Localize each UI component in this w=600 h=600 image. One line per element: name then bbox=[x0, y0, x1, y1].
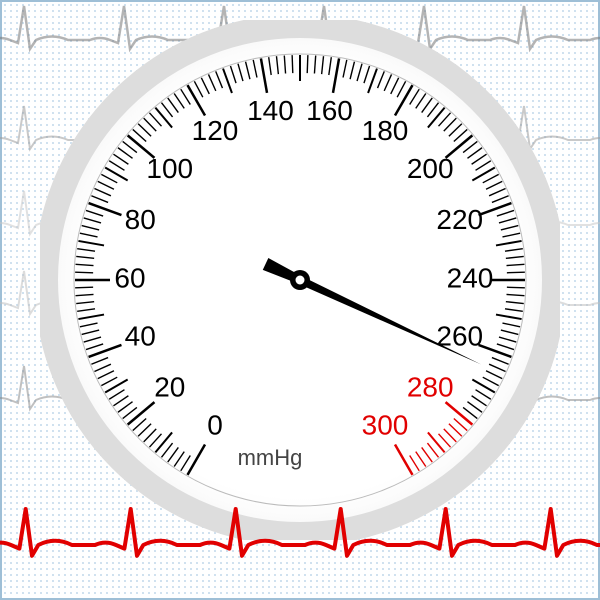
gauge-label: 40 bbox=[125, 321, 156, 352]
pressure-gauge: 0204060801001201401601802002202402602803… bbox=[40, 20, 560, 540]
gauge-label: 0 bbox=[207, 410, 223, 441]
gauge-label: 60 bbox=[114, 262, 145, 293]
gauge-unit: mmHg bbox=[238, 445, 303, 470]
ecg-main-line bbox=[0, 505, 600, 575]
gauge-label: 220 bbox=[436, 204, 483, 235]
gauge-label: 100 bbox=[146, 153, 193, 184]
gauge-label: 240 bbox=[447, 262, 494, 293]
gauge-label: 200 bbox=[407, 153, 454, 184]
gauge-label: 140 bbox=[247, 95, 294, 126]
gauge-label: 120 bbox=[192, 115, 239, 146]
gauge-label: 80 bbox=[125, 204, 156, 235]
gauge-label: 300 bbox=[362, 410, 409, 441]
gauge-label: 160 bbox=[306, 95, 353, 126]
gauge-label: 180 bbox=[362, 115, 409, 146]
gauge-label: 20 bbox=[154, 372, 185, 403]
gauge-label: 280 bbox=[407, 372, 454, 403]
stage: 0204060801001201401601802002202402602803… bbox=[0, 0, 600, 600]
